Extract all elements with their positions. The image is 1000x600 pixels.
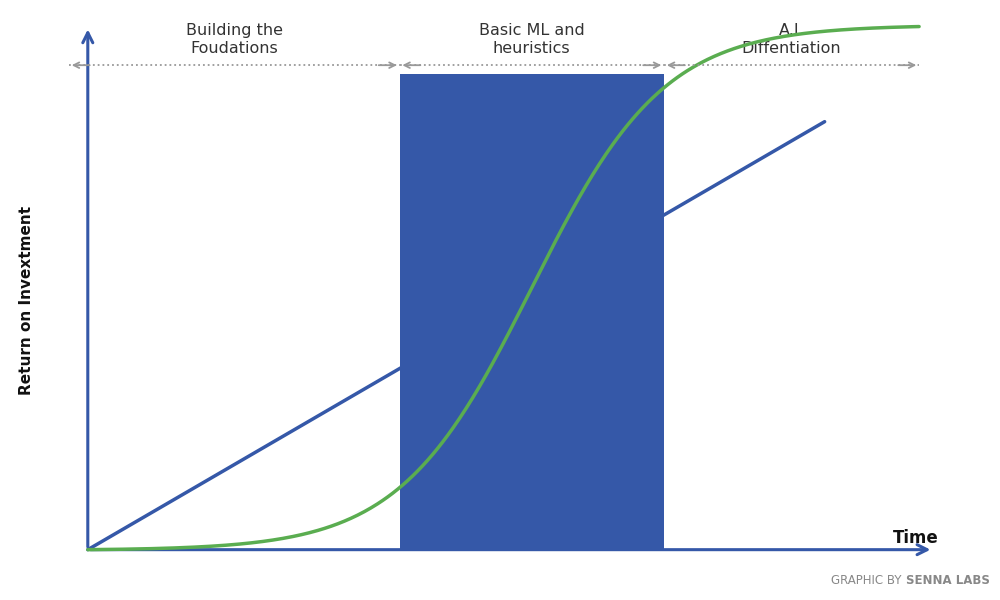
Bar xyxy=(400,74,664,550)
Text: SENNA LABS: SENNA LABS xyxy=(906,574,990,587)
Text: Return on Invextment: Return on Invextment xyxy=(19,205,34,395)
Text: GRAPHIC BY: GRAPHIC BY xyxy=(831,574,905,587)
Text: Building the
Foudations: Building the Foudations xyxy=(186,23,283,56)
Text: Time: Time xyxy=(893,529,939,547)
Text: A.I.
Diffentiation: A.I. Diffentiation xyxy=(742,23,841,56)
Text: Basic ML and
heuristics: Basic ML and heuristics xyxy=(479,23,585,56)
